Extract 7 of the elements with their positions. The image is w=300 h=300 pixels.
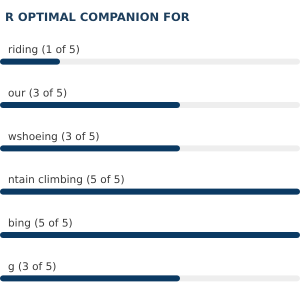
- y-tick-label: g (3 of 5): [8, 260, 56, 273]
- chart-title: R OPTIMAL COMPANION FOR: [5, 10, 190, 24]
- y-tick-label: bing (5 of 5): [8, 218, 73, 230]
- y-tick-label: our (3 of 5): [8, 88, 68, 100]
- y-tick-label: wshoeing (3 of 5): [8, 130, 100, 143]
- y-tick-label: ntain climbing (5 of 5): [8, 174, 125, 186]
- y-tick-label: riding (1 of 5): [8, 44, 80, 56]
